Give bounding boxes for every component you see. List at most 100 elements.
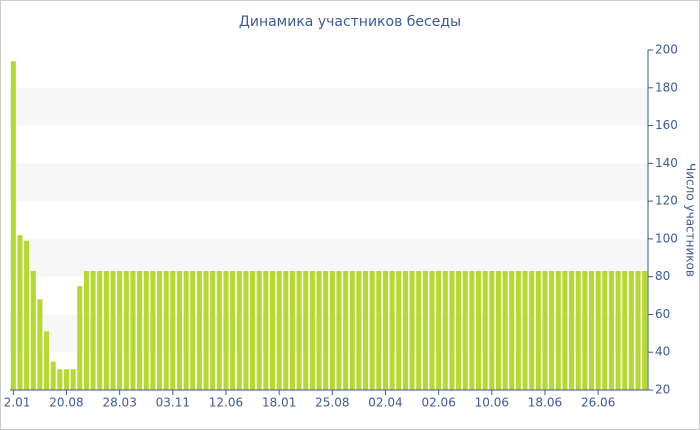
bar (608, 271, 614, 390)
bar (389, 271, 395, 390)
bar (243, 271, 249, 390)
bar (449, 271, 455, 390)
bar (216, 271, 222, 390)
bar (203, 271, 209, 390)
bar (157, 271, 163, 390)
y-tick-label: 100 (655, 231, 678, 245)
y-tick-label: 40 (655, 345, 670, 359)
x-tick-label: 2.01 (4, 396, 31, 410)
y-tick-label: 20 (655, 383, 670, 397)
bar (376, 271, 382, 390)
x-tick-label: 25.08 (315, 396, 349, 410)
bar (30, 271, 36, 390)
bar (522, 271, 528, 390)
bar (349, 271, 355, 390)
bar (628, 271, 634, 390)
bar (502, 271, 508, 390)
x-tick-label: 02.04 (368, 396, 402, 410)
x-tick-label: 10.06 (475, 396, 509, 410)
y-tick-label: 60 (655, 307, 670, 321)
bar (283, 271, 289, 390)
bar (642, 271, 648, 390)
bar (230, 271, 236, 390)
grid-band (10, 314, 648, 353)
bar (396, 271, 402, 390)
bar (582, 271, 588, 390)
bar (117, 271, 123, 390)
bar (190, 271, 196, 390)
bar (316, 271, 322, 390)
y-axis-label: Число участников (684, 163, 698, 277)
bar (263, 271, 269, 390)
bar (476, 271, 482, 390)
bar (336, 271, 342, 390)
x-tick-label: 18.06 (528, 396, 562, 410)
bar (103, 271, 109, 390)
bar (110, 271, 116, 390)
bar (276, 271, 282, 390)
bar (17, 235, 23, 390)
bar (150, 271, 156, 390)
x-tick-label: 28.03 (102, 396, 136, 410)
x-tick-label: 20.08 (49, 396, 83, 410)
bar (97, 271, 103, 390)
bar (422, 271, 428, 390)
bar (456, 271, 462, 390)
bar (615, 271, 621, 390)
bar (70, 369, 76, 390)
bar (24, 240, 30, 390)
bar (569, 271, 575, 390)
bar (363, 271, 369, 390)
y-tick-label: 200 (655, 43, 678, 57)
bar (83, 271, 89, 390)
bar (223, 271, 229, 390)
bar (489, 271, 495, 390)
chart-title: Динамика участников беседы (239, 14, 461, 30)
bar (535, 271, 541, 390)
bar (369, 271, 375, 390)
x-tick-label: 26.06 (581, 396, 615, 410)
y-tick-label: 80 (655, 269, 670, 283)
bar (635, 271, 641, 390)
x-tick-label: 02.06 (421, 396, 455, 410)
y-tick-label: 140 (655, 156, 678, 170)
grid-band (10, 238, 648, 277)
bar (256, 271, 262, 390)
bar (549, 271, 555, 390)
x-tick-label: 03.11 (156, 396, 190, 410)
bar (402, 271, 408, 390)
bar (442, 271, 448, 390)
bar (469, 271, 475, 390)
bar (137, 271, 143, 390)
bar (329, 271, 335, 390)
bar (622, 271, 628, 390)
bar (250, 271, 256, 390)
bar (176, 271, 182, 390)
x-tick-label: 12.06 (209, 396, 243, 410)
bar (382, 271, 389, 390)
bar (495, 271, 501, 390)
bar (50, 361, 56, 390)
bar (183, 271, 189, 390)
bar (323, 271, 329, 390)
bar (10, 61, 16, 390)
bar (462, 271, 468, 390)
bar (562, 271, 568, 390)
bar (542, 271, 548, 390)
bar (429, 271, 435, 390)
bar (602, 271, 608, 390)
bar (482, 271, 488, 390)
bar (509, 271, 515, 390)
bar (143, 271, 149, 390)
bar (63, 369, 70, 390)
bar (409, 271, 415, 390)
bar (595, 271, 601, 390)
bar (289, 271, 295, 390)
bar (269, 271, 276, 390)
bar (57, 369, 63, 390)
bar (575, 271, 581, 390)
bar (236, 271, 242, 390)
bar (356, 271, 362, 390)
bar (44, 331, 50, 390)
bar (416, 271, 422, 390)
